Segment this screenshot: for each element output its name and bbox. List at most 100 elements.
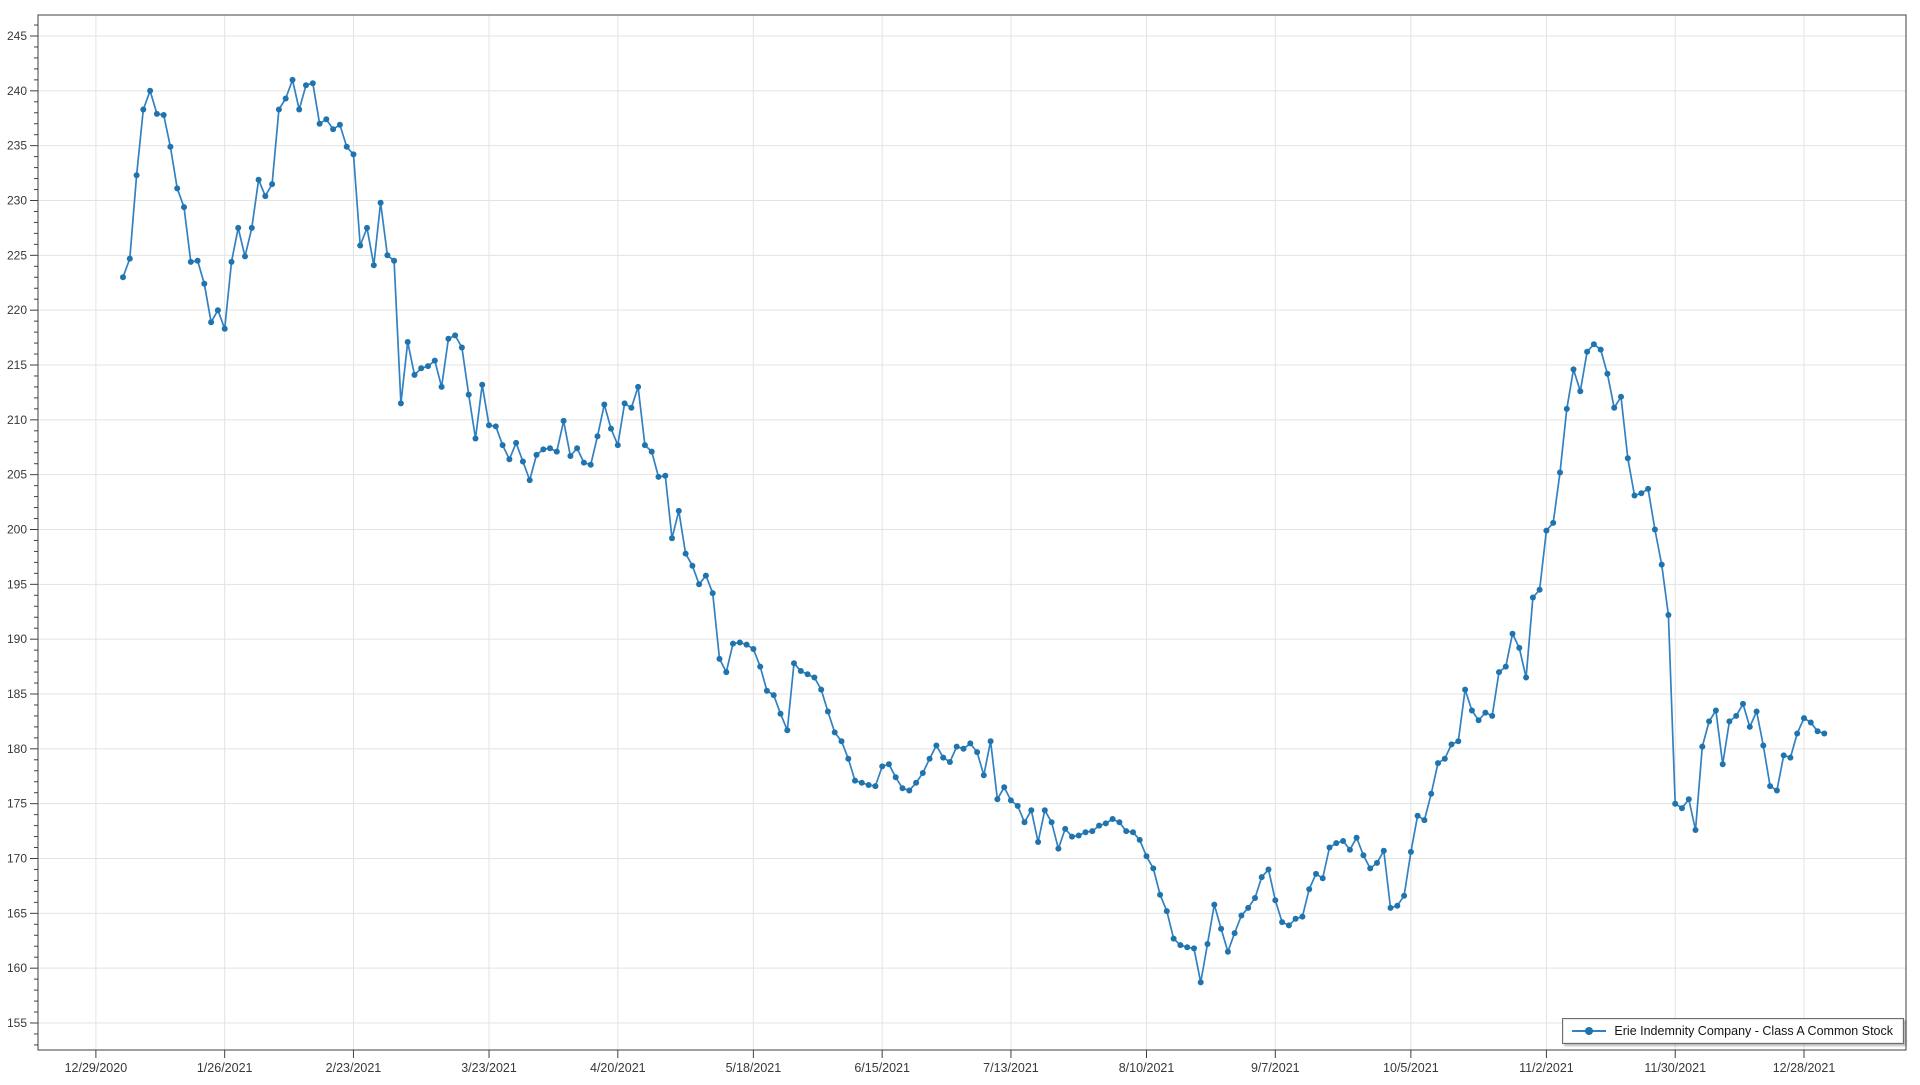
- data-point: [933, 742, 940, 749]
- data-point: [1787, 754, 1794, 761]
- data-point: [350, 151, 357, 158]
- data-point: [425, 363, 431, 370]
- data-point: [1611, 404, 1618, 411]
- x-tick-label: 12/28/2021: [1773, 1061, 1836, 1075]
- x-tick-label: 11/30/2021: [1644, 1061, 1706, 1075]
- data-point: [1719, 761, 1726, 768]
- data-point: [486, 422, 492, 429]
- y-tick-label: 155: [7, 1016, 27, 1030]
- data-point: [1421, 817, 1428, 824]
- data-point: [1679, 805, 1685, 812]
- data-point: [357, 242, 364, 249]
- data-point: [594, 433, 601, 440]
- data-point: [899, 785, 906, 792]
- data-point: [1374, 859, 1380, 866]
- data-point: [1794, 730, 1801, 737]
- data-point: [1773, 787, 1780, 794]
- data-point: [580, 459, 587, 466]
- data-point: [181, 204, 187, 211]
- data-point: [553, 448, 560, 455]
- data-point: [852, 777, 858, 784]
- data-point: [1102, 820, 1109, 827]
- data-point: [1428, 790, 1435, 797]
- data-point: [1651, 526, 1658, 533]
- data-point: [974, 749, 981, 756]
- data-point: [187, 258, 194, 265]
- data-point: [404, 339, 411, 345]
- x-tick-label: 9/7/2021: [1251, 1061, 1300, 1075]
- data-point: [824, 708, 831, 715]
- data-point: [1177, 942, 1184, 949]
- data-point: [296, 106, 303, 113]
- legend-series-label: Erie Indemnity Company - Class A Common …: [1614, 1024, 1893, 1038]
- data-point: [1265, 866, 1272, 873]
- y-tick-label: 170: [7, 852, 27, 866]
- x-tick-label: 11/2/2021: [1519, 1061, 1574, 1075]
- data-point: [1340, 838, 1347, 844]
- data-point: [1536, 586, 1543, 593]
- data-point: [330, 126, 337, 133]
- y-tick-label: 245: [7, 29, 27, 43]
- data-point: [221, 325, 228, 332]
- data-point: [1706, 718, 1713, 725]
- data-point: [1055, 845, 1062, 852]
- data-point: [791, 660, 797, 667]
- data-point: [431, 357, 438, 364]
- data-point: [879, 763, 886, 770]
- data-point: [248, 224, 255, 231]
- data-point: [1685, 796, 1692, 803]
- x-tick-label: 8/10/2021: [1119, 1061, 1175, 1075]
- data-point: [1692, 827, 1699, 833]
- data-point: [716, 655, 723, 662]
- data-point: [709, 590, 716, 597]
- data-point: [1712, 707, 1719, 714]
- data-point: [1123, 828, 1130, 835]
- data-point: [1238, 912, 1245, 919]
- data-point: [743, 641, 750, 648]
- data-point: [770, 692, 777, 699]
- data-point: [784, 727, 791, 734]
- data-point: [1082, 829, 1089, 836]
- data-point: [1224, 948, 1231, 955]
- y-tick-label: 210: [7, 413, 27, 427]
- data-point: [1007, 797, 1014, 804]
- data-point: [1414, 812, 1421, 819]
- data-point: [1326, 844, 1333, 851]
- data-point: [1360, 852, 1367, 859]
- data-point: [208, 319, 215, 326]
- data-point: [1482, 709, 1489, 716]
- data-point: [147, 87, 154, 94]
- data-point: [1157, 891, 1164, 898]
- data-point: [1529, 594, 1536, 601]
- x-axis-ticks: 12/29/2020 1/26/2021 2/23/2021 3/23/2021 4/2…: [65, 1050, 1836, 1075]
- data-point: [519, 458, 526, 465]
- data-point: [1733, 712, 1740, 719]
- data-point: [397, 400, 404, 407]
- data-point: [1604, 370, 1611, 377]
- data-point: [1130, 829, 1136, 836]
- data-point: [702, 572, 709, 579]
- price-line: [122, 79, 1826, 984]
- data-point: [1170, 935, 1177, 942]
- data-point: [384, 252, 391, 259]
- data-point: [608, 425, 614, 432]
- data-point: [1624, 455, 1631, 462]
- data-point: [1313, 870, 1319, 877]
- data-point: [1814, 728, 1821, 735]
- data-point: [906, 787, 913, 794]
- data-point: [858, 779, 865, 786]
- data-point: [1299, 913, 1306, 920]
- legend-series-marker-icon: [1571, 1026, 1607, 1036]
- data-point: [370, 262, 377, 269]
- data-point: [1346, 846, 1353, 853]
- data-point: [452, 332, 459, 339]
- data-point: [865, 782, 872, 788]
- y-tick-label: 225: [7, 248, 27, 262]
- data-point: [126, 255, 133, 262]
- data-point: [228, 258, 235, 265]
- data-point: [174, 185, 181, 192]
- data-point: [1435, 760, 1441, 767]
- data-point: [1645, 485, 1652, 492]
- data-point: [953, 743, 960, 750]
- data-point: [194, 257, 201, 264]
